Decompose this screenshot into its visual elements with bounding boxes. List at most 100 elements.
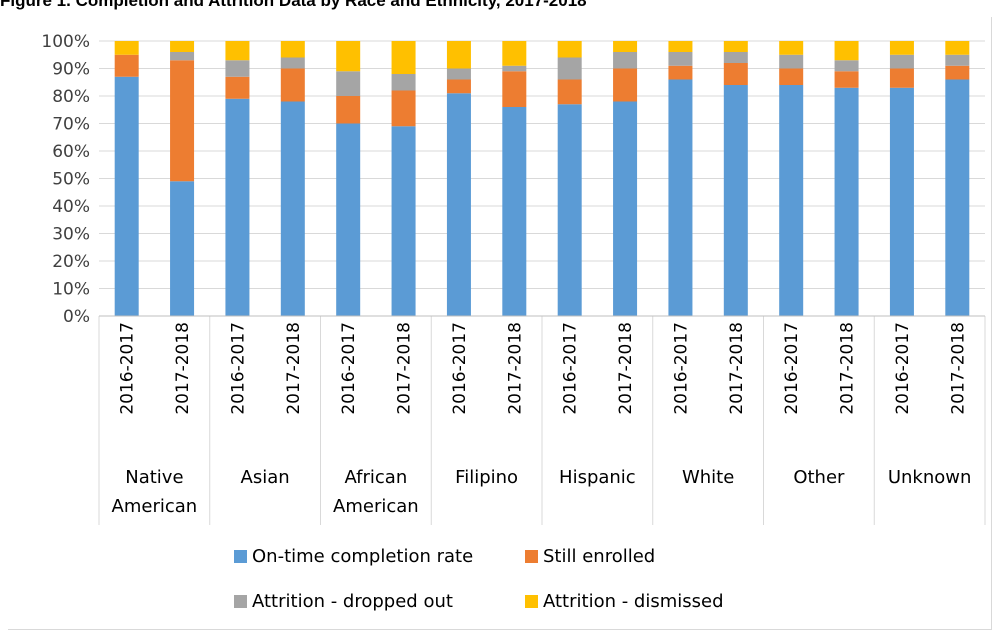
x-tick-label: 2016-2017: [339, 322, 359, 415]
x-tick-label: 2017-2018: [284, 322, 304, 415]
bar-segment: [391, 74, 416, 91]
x-tick-label: 2017-2018: [948, 322, 968, 415]
legend-swatch: [234, 595, 247, 608]
group-label: Other: [793, 467, 845, 488]
bar-segment: [336, 71, 361, 96]
x-tick-label: 2017-2018: [838, 322, 858, 415]
group-label: Unknown: [888, 467, 972, 488]
bar-segment: [668, 65, 693, 80]
bar-segment: [668, 41, 693, 52]
x-tick-label: 2017-2018: [727, 322, 747, 415]
bar-segment: [280, 68, 305, 102]
x-tick-label: 2016-2017: [782, 322, 802, 415]
bar-segment: [391, 90, 416, 127]
bar-segment: [280, 101, 305, 316]
bar-segment: [668, 52, 693, 66]
bar-segment: [336, 96, 361, 124]
bar-segment: [779, 85, 804, 316]
bar-segment: [114, 41, 139, 55]
bar-segment: [945, 79, 970, 316]
bar-segment: [225, 76, 250, 99]
bar-segment: [668, 79, 693, 316]
legend-label: Still enrolled: [543, 546, 655, 567]
x-tick-label: 2017-2018: [505, 322, 525, 415]
y-tick-label: 50%: [52, 170, 90, 190]
bar-segment: [779, 68, 804, 85]
bar-segment: [114, 54, 139, 77]
bar-segment: [723, 41, 748, 52]
bar-segment: [446, 79, 471, 94]
group-label: White: [682, 467, 734, 488]
group-labels: Native American Asian African American Filipi…: [112, 467, 972, 517]
y-tick-label: 60%: [52, 142, 90, 162]
bar-segment: [446, 41, 471, 69]
y-tick-label: 80%: [52, 87, 90, 107]
bar-segment: [945, 41, 970, 55]
bar-segment: [557, 104, 582, 316]
bar-segment: [834, 87, 859, 316]
bar-segment: [502, 65, 527, 72]
bar-segment: [225, 60, 250, 77]
bars: [114, 41, 970, 316]
bar-segment: [889, 54, 914, 69]
y-tick-label: 40%: [52, 197, 90, 217]
legend-label: Attrition - dismissed: [543, 591, 724, 612]
legend-label: On-time completion rate: [252, 546, 473, 567]
bar-segment: [945, 65, 970, 80]
group-label: American: [112, 496, 198, 517]
group-label: African: [345, 467, 408, 488]
bar-segment: [502, 107, 527, 316]
bar-segment: [336, 41, 361, 72]
bar-segment: [834, 60, 859, 72]
x-tick-label: 2017-2018: [616, 322, 636, 415]
y-tick-label: 10%: [52, 280, 90, 300]
bar-segment: [170, 181, 195, 316]
bar-segment: [280, 57, 305, 69]
bar-segment: [170, 60, 195, 182]
x-tick-label: 2016-2017: [671, 322, 691, 415]
x-tick-label: 2016-2017: [893, 322, 913, 415]
y-tick-label: 100%: [41, 32, 90, 52]
group-label: Asian: [241, 467, 290, 488]
x-tick-label: 2016-2017: [561, 322, 581, 415]
bar-segment: [557, 57, 582, 80]
bar-segment: [613, 68, 638, 102]
bar-segment: [502, 41, 527, 66]
x-tick-label: 2017-2018: [395, 322, 415, 415]
bar-segment: [613, 101, 638, 316]
bar-segment: [336, 123, 361, 316]
legend: On-time completion rate Still enrolled Att…: [234, 546, 724, 612]
bar-segment: [557, 79, 582, 105]
legend-swatch: [525, 595, 538, 608]
group-label: American: [333, 496, 419, 517]
bar-segment: [889, 41, 914, 55]
bar-segment: [613, 52, 638, 69]
bar-segment: [723, 85, 748, 316]
group-label: Filipino: [455, 467, 518, 488]
bar-segment: [280, 41, 305, 58]
bar-segment: [723, 52, 748, 63]
bar-segment: [391, 41, 416, 74]
bar-segment: [114, 76, 139, 316]
y-tick-label: 70%: [52, 115, 90, 135]
bar-segment: [723, 63, 748, 85]
bar-segment: [170, 52, 195, 61]
group-label: Native: [125, 467, 183, 488]
bar-segment: [391, 126, 416, 316]
x-axis-ticks: 2016-2017 2017-2018 2016-2017 2017-2018 2016…: [118, 322, 969, 415]
bar-segment: [225, 41, 250, 61]
bar-segment: [446, 68, 471, 80]
x-tick-label: 2017-2018: [173, 322, 193, 415]
bar-segment: [557, 41, 582, 58]
chart-frame: [8, 17, 992, 630]
y-tick-label: 30%: [52, 225, 90, 245]
bar-segment: [779, 54, 804, 69]
bar-segment: [225, 98, 250, 316]
bar-segment: [502, 71, 527, 107]
bar-segment: [613, 41, 638, 52]
legend-label: Attrition - dropped out: [252, 591, 453, 612]
x-tick-label: 2016-2017: [118, 322, 138, 415]
legend-swatch: [525, 550, 538, 563]
bar-segment: [889, 68, 914, 88]
